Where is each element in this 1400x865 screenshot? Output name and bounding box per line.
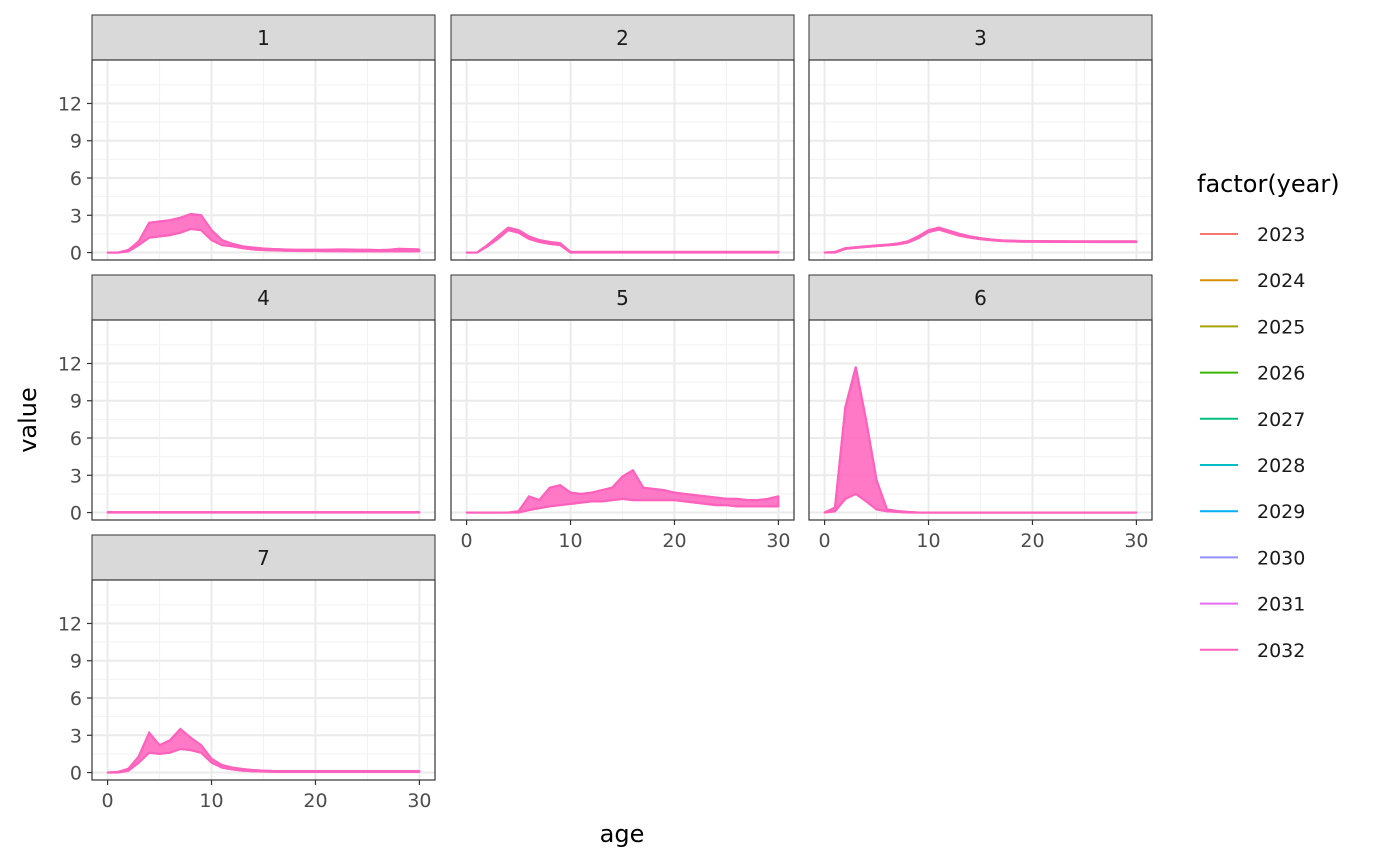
facet-strip <box>91 534 436 581</box>
facet-strip-label: 3 <box>974 26 987 50</box>
facet-strip <box>808 14 1153 61</box>
x-tick-label: 0 <box>461 530 473 552</box>
facet-panel-6: 6 0 10 20 30 <box>808 274 1153 552</box>
legend-label: 2028 <box>1257 455 1305 477</box>
facet-panel-2: 2 <box>450 14 795 261</box>
y-tick-label: 3 <box>70 465 82 487</box>
y-tick-label: 12 <box>58 353 82 375</box>
series-line-lower <box>107 747 420 774</box>
facet-panel-7: 7 0 3 6 9 12 0 10 20 30 <box>58 534 436 812</box>
facet-panel-5: 5 0 10 20 30 <box>450 274 795 552</box>
facet-strip-label: 7 <box>257 546 270 570</box>
series-line-lower <box>824 492 1137 514</box>
panel-border <box>808 59 1153 261</box>
y-tick-label: 3 <box>70 725 82 747</box>
panel-border <box>450 319 795 521</box>
series-line-upper <box>466 468 779 514</box>
legend-entries: 2023 2024 2025 2026 2027 2028 2029 2030 2031 2032 <box>1200 224 1305 662</box>
y-tick-label: 9 <box>70 391 82 413</box>
legend-entry-2026: 2026 <box>1200 363 1305 385</box>
panel-border <box>91 59 436 261</box>
y-tick-label: 9 <box>70 131 82 153</box>
series-line-lower <box>107 227 420 254</box>
legend-label: 2030 <box>1257 547 1305 569</box>
y-tick-label: 6 <box>70 688 82 710</box>
legend-entry-2027: 2027 <box>1200 409 1305 431</box>
legend-entry-2028: 2028 <box>1200 455 1305 477</box>
legend-label: 2024 <box>1257 270 1305 292</box>
y-tick-label: 6 <box>70 428 82 450</box>
x-tick-label: 10 <box>558 530 582 552</box>
facet-strip-label: 4 <box>257 286 270 310</box>
legend-label: 2031 <box>1257 594 1305 616</box>
legend-entry-2032: 2032 <box>1200 640 1305 662</box>
y-tick-label: 12 <box>58 613 82 635</box>
y-tick-label: 0 <box>70 503 82 525</box>
x-tick-label: 0 <box>819 530 831 552</box>
x-tick-label: 20 <box>1020 530 1044 552</box>
x-tick-label: 10 <box>199 790 223 812</box>
legend-entry-2029: 2029 <box>1200 501 1305 523</box>
y-axis-title: value <box>14 387 42 453</box>
facet-strip <box>450 14 795 61</box>
legend-label: 2026 <box>1257 363 1305 385</box>
panel-border <box>808 319 1153 521</box>
x-tick-label: 30 <box>407 790 431 812</box>
facet-strip-label: 2 <box>616 26 629 50</box>
panel-border <box>450 59 795 261</box>
panel-border <box>91 319 436 521</box>
y-tick-label: 0 <box>70 243 82 265</box>
legend-label: 2032 <box>1257 640 1305 662</box>
legend-label: 2025 <box>1257 316 1305 338</box>
facet-strip-label: 5 <box>616 286 629 310</box>
legend-entry-2031: 2031 <box>1200 594 1305 616</box>
legend-label: 2027 <box>1257 409 1305 431</box>
facet-strip <box>450 274 795 321</box>
x-tick-label: 20 <box>662 530 686 552</box>
y-tick-label: 12 <box>58 93 82 115</box>
x-tick-label: 10 <box>916 530 940 552</box>
facet-strip-label: 6 <box>974 286 987 310</box>
facet-panel-4: 4 0 3 6 9 12 <box>58 274 436 525</box>
facet-strip <box>91 14 436 61</box>
series-line-lower <box>466 228 779 254</box>
x-tick-label: 30 <box>766 530 790 552</box>
legend-entry-2030: 2030 <box>1200 547 1305 569</box>
x-tick-label: 0 <box>102 790 114 812</box>
facet-panel-3: 3 <box>808 14 1153 261</box>
y-tick-label: 3 <box>70 205 82 227</box>
legend-entry-2025: 2025 <box>1200 316 1305 338</box>
x-tick-label: 20 <box>303 790 327 812</box>
y-tick-label: 0 <box>70 763 82 785</box>
x-tick-label: 30 <box>1124 530 1148 552</box>
legend-entry-2023: 2023 <box>1200 224 1305 246</box>
facet-strip <box>808 274 1153 321</box>
legend-title: factor(year) <box>1197 170 1340 198</box>
legend-label: 2023 <box>1257 224 1305 246</box>
series-line-upper <box>107 212 420 254</box>
series-line-lower <box>824 228 1137 254</box>
y-tick-label: 6 <box>70 168 82 190</box>
facet-panel-1: 1 0 3 6 9 12 <box>58 14 436 265</box>
facet-strip-label: 1 <box>257 26 270 50</box>
series-line-lower <box>466 497 779 514</box>
panel-border <box>91 579 436 781</box>
x-axis-title: age <box>600 820 645 848</box>
legend: factor(year) 202320242025202620272028202… <box>1197 170 1340 662</box>
y-tick-label: 9 <box>70 651 82 673</box>
legend-entry-2024: 2024 <box>1200 270 1305 292</box>
legend-label: 2029 <box>1257 501 1305 523</box>
